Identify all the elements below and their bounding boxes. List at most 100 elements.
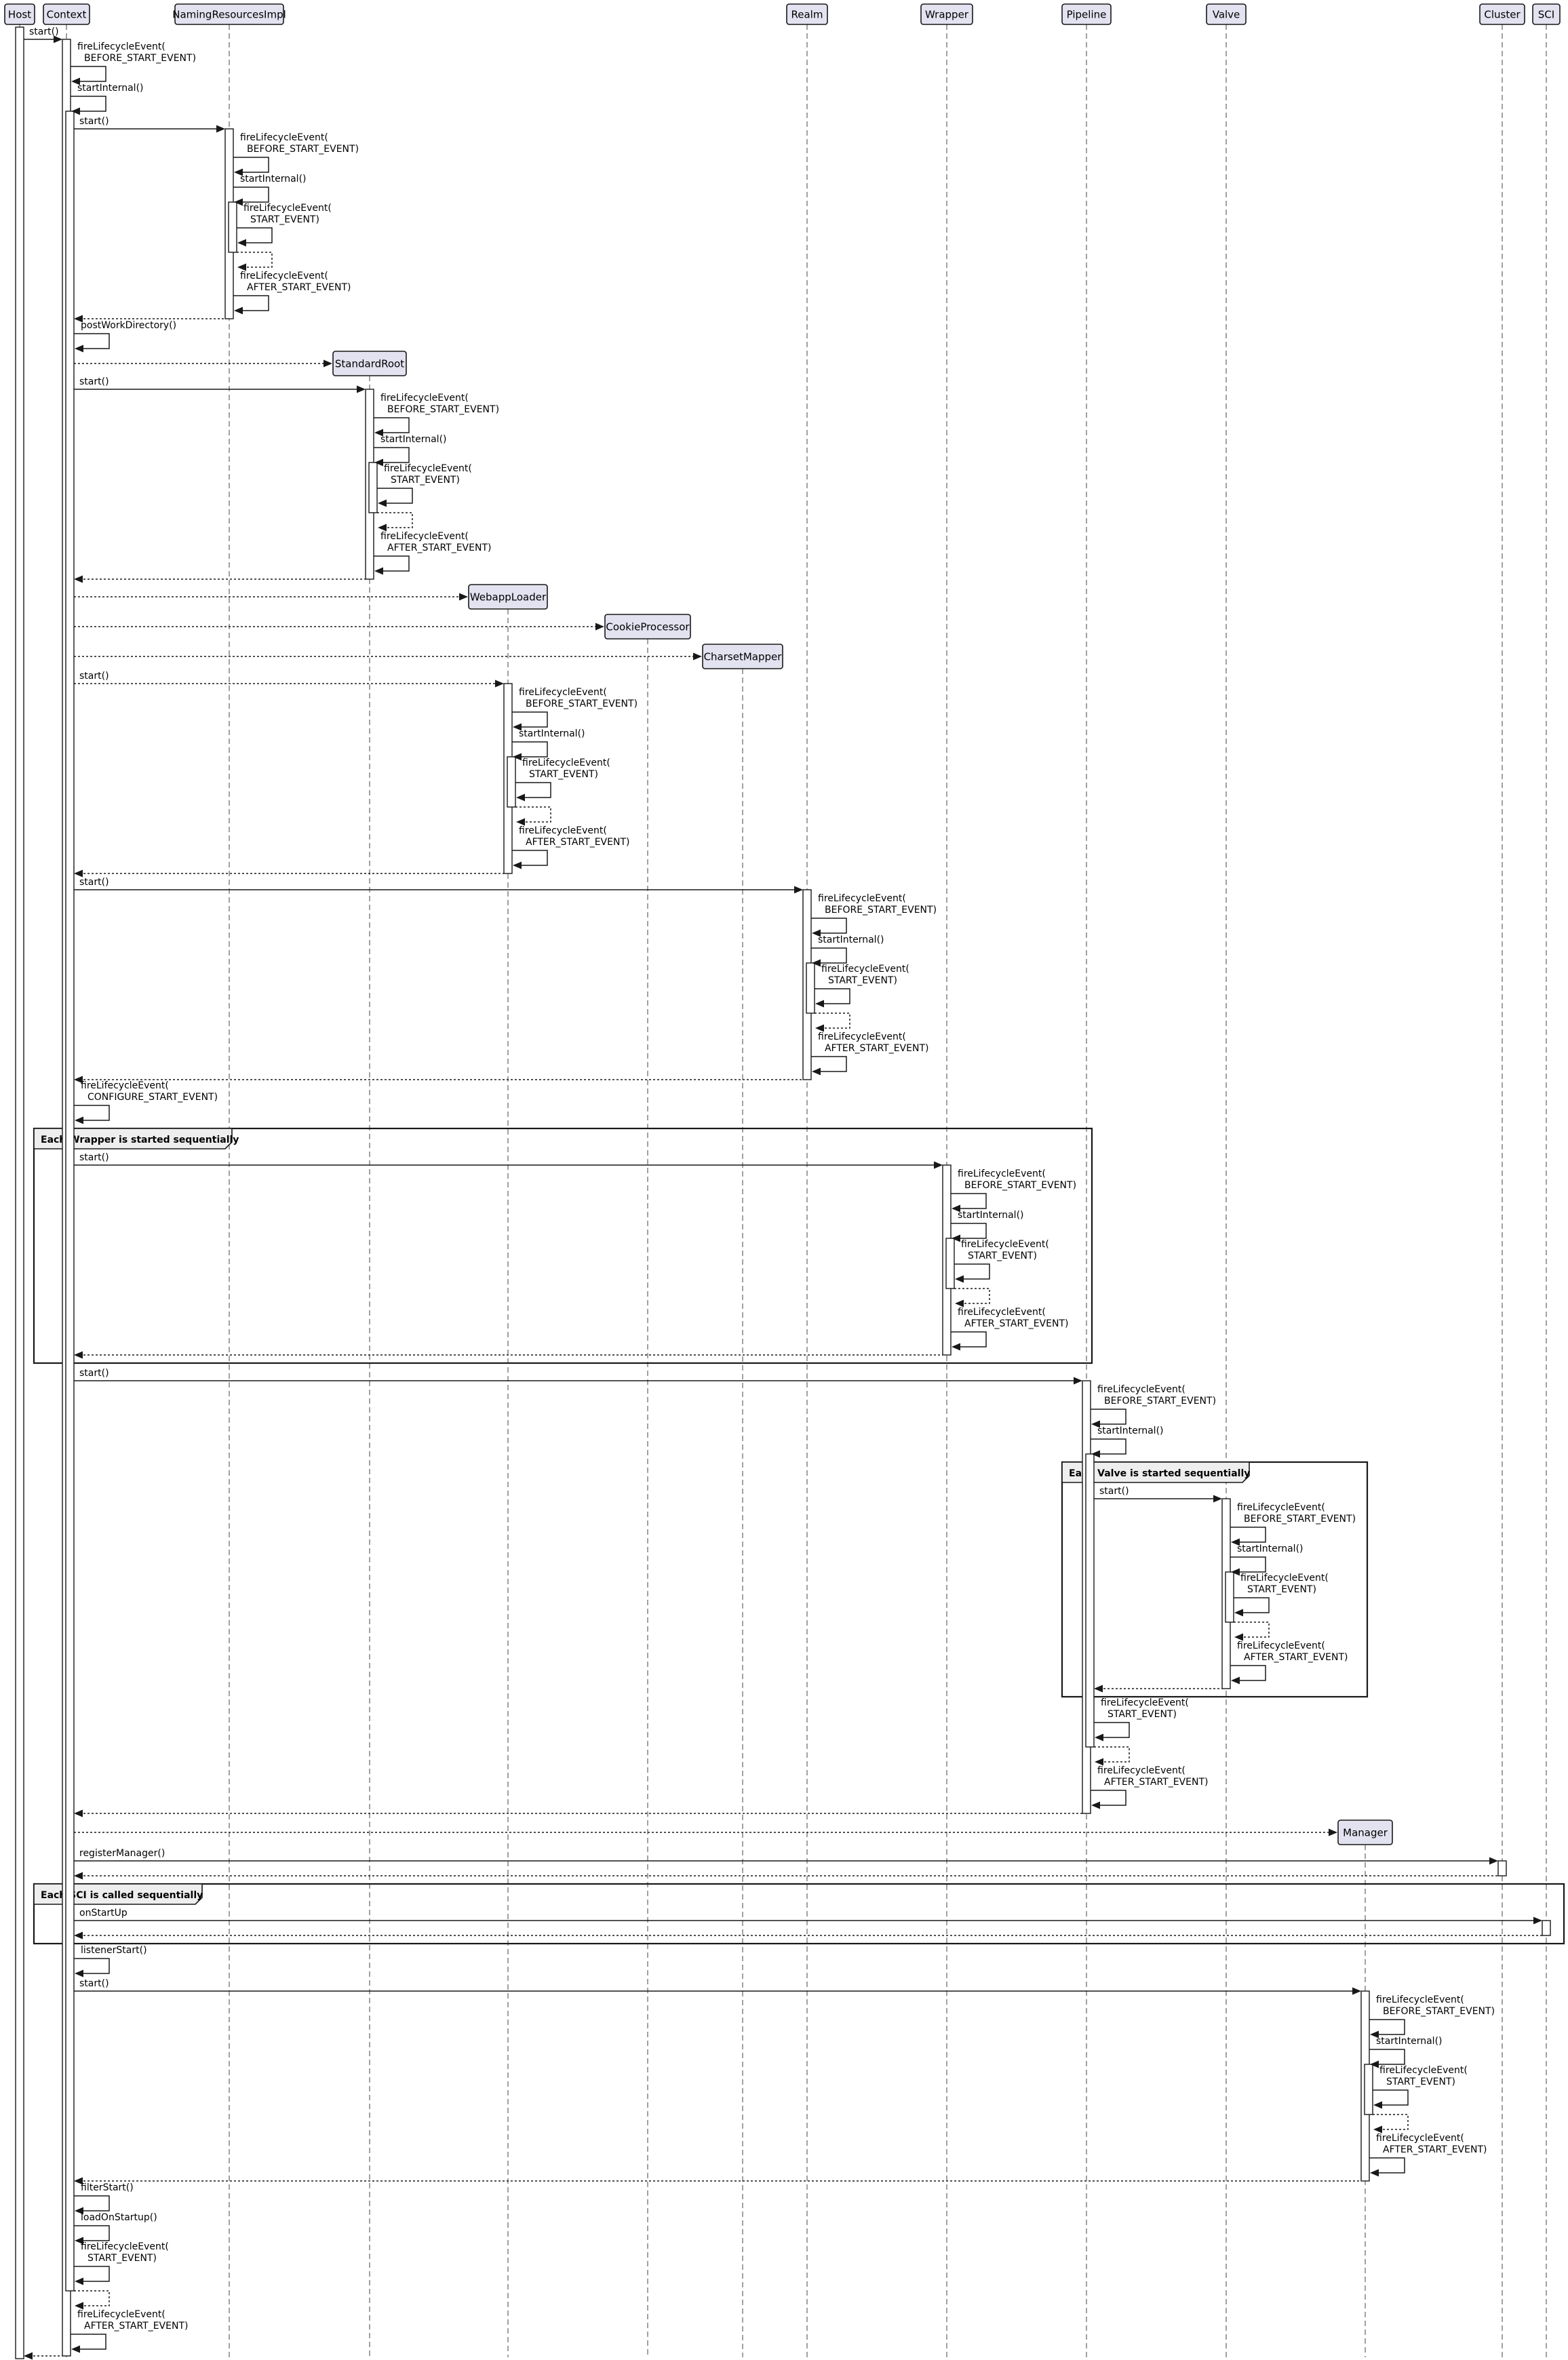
svg-text:Valve: Valve [1213, 9, 1240, 21]
svg-text:fireLifecycleEvent(: fireLifecycleEvent( [1097, 1384, 1185, 1395]
activation-naming-4 [228, 201, 237, 253]
svg-text:fireLifecycleEvent(: fireLifecycleEvent( [818, 893, 906, 904]
message-17-self: fireLifecycleEvent(AFTER_START_EVENT) [374, 531, 491, 575]
svg-text:START_EVENT): START_EVENT) [1247, 1584, 1316, 1595]
message-64-call-start: start() [74, 1978, 1361, 1995]
message-25-self: fireLifecycleEvent(START_EVENT) [515, 758, 610, 802]
svg-text:startInternal(): startInternal() [519, 728, 585, 739]
message-15-self: fireLifecycleEvent(START_EVENT) [377, 463, 472, 507]
message-76-return [24, 2352, 62, 2360]
message-62-return [74, 1931, 1542, 1940]
participant-valve: Valve [1206, 3, 1247, 25]
participant-standardroot: StandardRoot [332, 351, 407, 376]
svg-text:fireLifecycleEvent(: fireLifecycleEvent( [1379, 2065, 1468, 2076]
svg-text:startInternal(): startInternal() [1376, 2036, 1443, 2047]
participant-cookieprocessor: CookieProcessor [604, 614, 691, 640]
message-32-self: fireLifecycleEvent(START_EVENT) [815, 964, 909, 1008]
message-9-return [74, 315, 225, 323]
svg-text:fireLifecycleEvent(: fireLifecycleEvent( [522, 758, 610, 768]
message-69-self: fireLifecycleEvent(AFTER_START_EVENT) [1369, 2133, 1487, 2177]
svg-text:AFTER_START_EVENT): AFTER_START_EVENT) [387, 543, 491, 553]
svg-text:Pipeline: Pipeline [1067, 9, 1107, 21]
svg-text:AFTER_START_EVENT): AFTER_START_EVENT) [1383, 2144, 1487, 2155]
message-71-self: filterStart() [74, 2182, 134, 2215]
message-30-self: fireLifecycleEvent(BEFORE_START_EVENT) [811, 893, 937, 937]
message-8-self: fireLifecycleEvent(AFTER_START_EVENT) [233, 271, 351, 315]
svg-text:SCI: SCI [1538, 9, 1554, 21]
svg-text:START_EVENT): START_EVENT) [1386, 2077, 1455, 2087]
message-14-self: startInternal() [374, 434, 447, 467]
svg-text:start(): start() [1099, 1486, 1129, 1497]
svg-text:filterStart(): filterStart() [81, 2182, 134, 2193]
svg-text:BEFORE_START_EVENT): BEFORE_START_EVENT) [1244, 1514, 1356, 1525]
svg-text:BEFORE_START_EVENT): BEFORE_START_EVENT) [247, 144, 359, 155]
svg-text:StandardRoot: StandardRoot [335, 358, 404, 370]
svg-text:fireLifecycleEvent(: fireLifecycleEvent( [821, 964, 909, 975]
message-68-selfret [1373, 2114, 1409, 2133]
message-16-selfret [377, 512, 413, 532]
svg-text:fireLifecycleEvent(: fireLifecycleEvent( [1376, 1994, 1464, 2005]
svg-text:start(): start() [79, 376, 109, 387]
svg-text:startInternal(): startInternal() [958, 1210, 1024, 1221]
svg-text:registerManager(): registerManager() [79, 1848, 165, 1859]
svg-text:fireLifecycleEvent(: fireLifecycleEvent( [77, 41, 165, 52]
frame-0: Each Wrapper is started sequentially [33, 1127, 1093, 1364]
svg-text:fireLifecycleEvent(: fireLifecycleEvent( [77, 2309, 165, 2320]
message-20-create [74, 623, 604, 631]
message-54-self: fireLifecycleEvent(START_EVENT) [1094, 1697, 1189, 1742]
frames: Each Wrapper is started sequentially Each… [33, 1127, 1565, 1945]
message-37-call-start: start() [74, 1152, 943, 1169]
svg-text:start(): start() [79, 877, 109, 888]
svg-text:startInternal(): startInternal() [240, 174, 307, 184]
svg-text:startInternal(): startInternal() [1237, 1543, 1304, 1554]
activation-webapploader-8 [507, 756, 516, 808]
svg-text:AFTER_START_EVENT): AFTER_START_EVENT) [825, 1043, 928, 1054]
message-43-return [74, 1351, 943, 1359]
activation-standardroot-6 [368, 462, 378, 513]
svg-text:start(): start() [79, 116, 109, 127]
message-36-self: fireLifecycleEvent(CONFIGURE_START_EVENT… [74, 1080, 218, 1124]
participant-context: Context [43, 3, 90, 25]
activation-sci-20 [1542, 1920, 1551, 1936]
message-23-self: fireLifecycleEvent(BEFORE_START_EVENT) [512, 687, 638, 731]
svg-text:fireLifecycleEvent(: fireLifecycleEvent( [1101, 1697, 1189, 1708]
message-27-self: fireLifecycleEvent(AFTER_START_EVENT) [512, 825, 629, 869]
svg-text:fireLifecycleEvent(: fireLifecycleEvent( [380, 393, 469, 404]
svg-text:AFTER_START_EVENT): AFTER_START_EVENT) [526, 837, 629, 848]
participant-manager: Manager [1337, 1820, 1393, 1845]
message-0-call-start: start() [24, 26, 62, 43]
svg-text:fireLifecycleEvent(: fireLifecycleEvent( [961, 1239, 1049, 1250]
svg-text:startInternal(): startInternal() [380, 434, 447, 445]
svg-text:onStartUp: onStartUp [79, 1908, 128, 1919]
svg-text:Wrapper: Wrapper [925, 9, 969, 21]
message-44-call-start: start() [74, 1368, 1082, 1385]
svg-text:Manager: Manager [1343, 1827, 1388, 1839]
message-57-return [74, 1809, 1082, 1817]
svg-text:AFTER_START_EVENT): AFTER_START_EVENT) [84, 2321, 188, 2332]
svg-text:fireLifecycleEvent(: fireLifecycleEvent( [519, 687, 607, 698]
message-1-self: fireLifecycleEvent(BEFORE_START_EVENT) [71, 41, 196, 85]
participant-sci: SCI [1532, 3, 1561, 25]
message-40-self: fireLifecycleEvent(START_EVENT) [954, 1239, 1049, 1283]
svg-text:fireLifecycleEvent(: fireLifecycleEvent( [1240, 1573, 1329, 1584]
participant-pipeline: Pipeline [1061, 3, 1112, 25]
svg-text:fireLifecycleEvent(: fireLifecycleEvent( [1097, 1765, 1185, 1776]
participant-webapploader: WebappLoader [468, 584, 548, 610]
message-34-self: fireLifecycleEvent(AFTER_START_EVENT) [811, 1031, 928, 1076]
activation-realm-10 [806, 962, 815, 1014]
svg-text:fireLifecycleEvent(: fireLifecycleEvent( [519, 825, 607, 836]
svg-text:BEFORE_START_EVENT): BEFORE_START_EVENT) [964, 1180, 1076, 1191]
svg-text:BEFORE_START_EVENT): BEFORE_START_EVENT) [825, 905, 937, 916]
svg-text:start(): start() [29, 26, 59, 37]
svg-text:WebappLoader: WebappLoader [470, 591, 547, 604]
svg-text:NamingResourcesImpl: NamingResourcesImpl [172, 9, 286, 21]
message-39-self: startInternal() [951, 1210, 1024, 1242]
message-63-self: listenerStart() [74, 1945, 147, 1978]
svg-text:fireLifecycleEvent(: fireLifecycleEvent( [384, 463, 472, 474]
svg-text:START_EVENT): START_EVENT) [828, 975, 897, 986]
svg-text:loadOnStartup(): loadOnStartup() [81, 2212, 157, 2223]
message-73-self: fireLifecycleEvent(START_EVENT) [74, 2241, 169, 2285]
svg-text:CONFIGURE_START_EVENT): CONFIGURE_START_EVENT) [87, 1092, 218, 1103]
svg-text:Realm: Realm [791, 9, 823, 21]
